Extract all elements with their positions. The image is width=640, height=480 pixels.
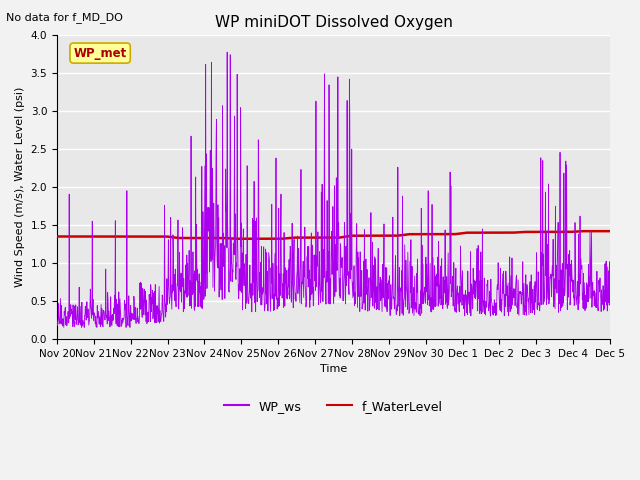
Title: WP miniDOT Dissolved Oxygen: WP miniDOT Dissolved Oxygen	[214, 15, 452, 30]
Text: WP_met: WP_met	[74, 47, 127, 60]
X-axis label: Time: Time	[320, 364, 347, 374]
Y-axis label: Wind Speed (m/s), Water Level (psi): Wind Speed (m/s), Water Level (psi)	[15, 87, 25, 288]
Text: No data for f_MD_DO: No data for f_MD_DO	[6, 12, 124, 23]
Legend: WP_ws, f_WaterLevel: WP_ws, f_WaterLevel	[219, 395, 448, 418]
